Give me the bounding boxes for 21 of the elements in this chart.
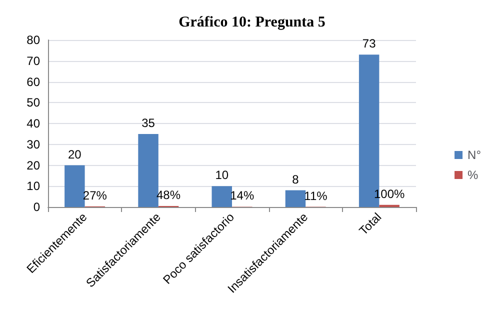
y-tick-label: 70 (26, 54, 40, 68)
legend-label: N° (468, 148, 482, 162)
chart-title: Gráfico 10: Pregunta 5 (178, 14, 326, 30)
data-label: 20 (68, 147, 82, 162)
legend-label: % (468, 168, 479, 182)
data-label: 35 (142, 116, 156, 130)
bar (64, 165, 85, 207)
bar (212, 186, 232, 207)
bar (285, 190, 306, 207)
bar (138, 134, 158, 207)
data-label: 8 (292, 172, 300, 186)
y-tick-label: 20 (26, 158, 40, 172)
data-label: 73 (362, 36, 376, 51)
y-tick-label: 50 (26, 96, 40, 110)
y-tick-label: 40 (26, 116, 40, 130)
y-tick-label: 60 (26, 74, 40, 89)
y-tick-label: 80 (26, 33, 40, 47)
y-tick-label: 30 (26, 137, 40, 152)
y-tick-label: 10 (26, 179, 40, 194)
y-tick-label: 0 (33, 200, 40, 214)
data-label: 10 (215, 168, 229, 182)
